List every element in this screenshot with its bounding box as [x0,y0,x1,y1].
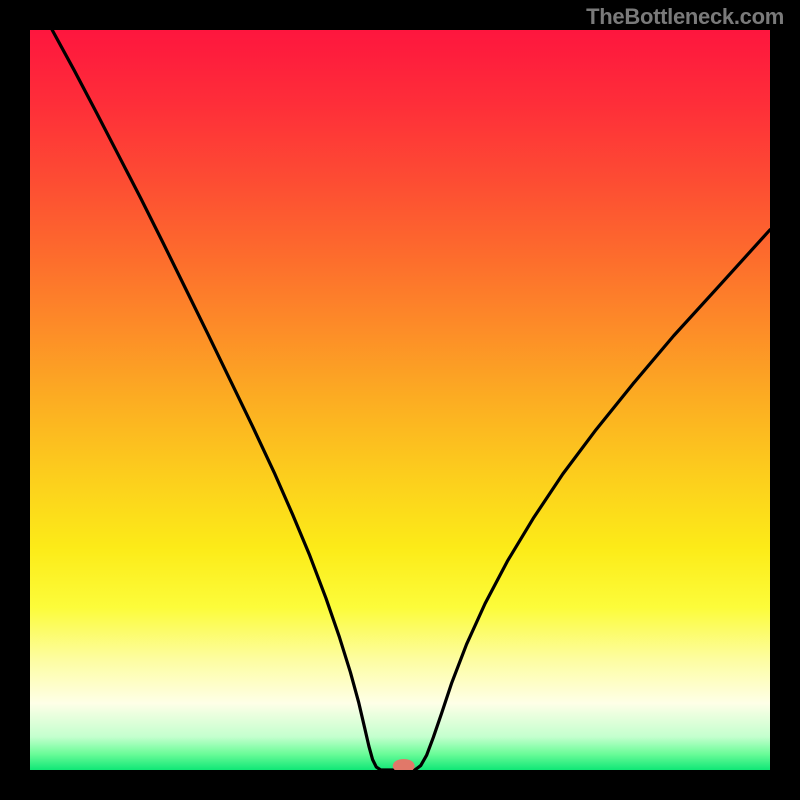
chart-svg [30,30,770,770]
chart-container: TheBottleneck.com [0,0,800,800]
plot-area [30,30,770,770]
watermark-text: TheBottleneck.com [586,4,784,30]
chart-background [30,30,770,770]
